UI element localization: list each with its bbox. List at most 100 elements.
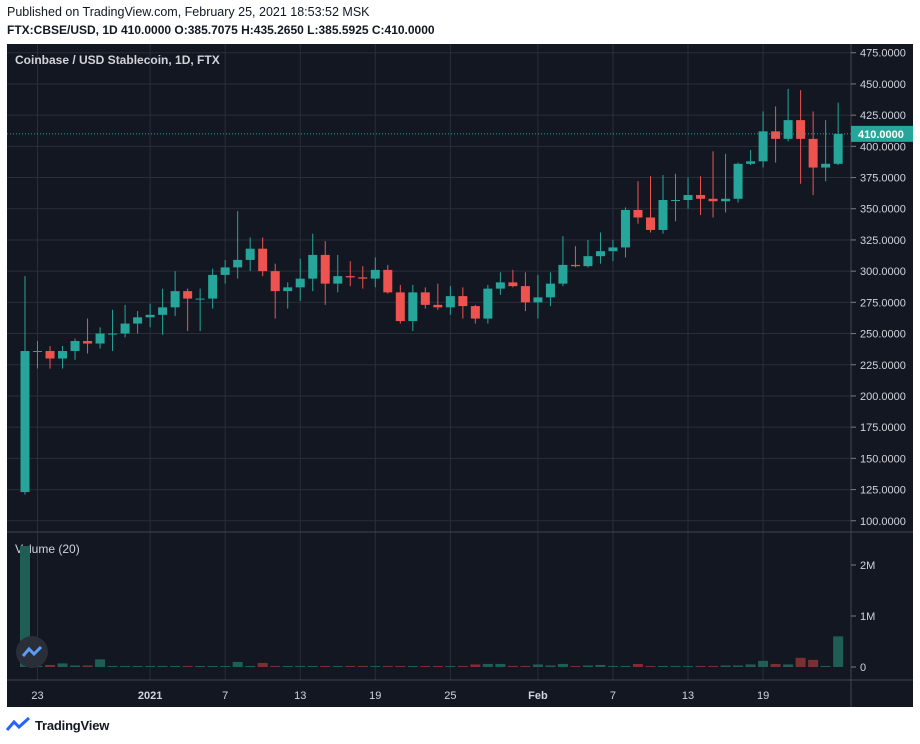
volume-tick-label: 0 [860,662,866,674]
volume-bar [70,665,81,667]
time-tick-label: 25 [444,690,456,702]
candle-body [170,291,180,308]
price-tick-label: 275.0000 [860,297,906,309]
ohlc-header: FTX:CBSE/USD, 1D 410.0000 O:385.7075 H:4… [7,23,435,37]
price-axis: 100.0000 125.0000 150.0000 175.0000 200.0000… [851,48,906,528]
candle-body [295,278,305,288]
last-price-line: 410.0000 [7,125,913,142]
time-tick-label: Feb [528,690,548,702]
candle-body [570,264,580,267]
candle-body [370,269,380,279]
volume-bar [295,666,306,667]
price-tick-label: 350.0000 [860,204,906,216]
volume-bar [582,665,593,667]
last-price-badge [851,125,913,142]
price-tick-label: 175.0000 [860,422,906,434]
candle-body [821,163,831,168]
candle-body [696,195,706,199]
price-tick-label: 375.0000 [860,173,906,185]
candle-body [783,120,793,139]
volume-bar [320,666,331,667]
volume-bar [507,665,518,667]
volume-bar [795,657,806,667]
volume-bar [632,663,643,667]
volume-bar [432,666,443,667]
price-tick-label: 400.0000 [860,141,906,153]
volume-bar [683,665,694,667]
candle-body [658,200,668,230]
volume-bar [20,546,30,667]
time-tick-label: 19 [757,690,769,702]
volume-bar [120,666,131,667]
volume-bar [833,636,844,667]
time-tick-label: 13 [682,690,694,702]
time-tick-label: 19 [369,690,381,702]
price-tick-label: 200.0000 [860,391,906,403]
volume-bar [195,666,206,667]
price-tick-label: 225.0000 [860,360,906,372]
price-tick-label: 150.0000 [860,453,906,465]
volume-bar [45,664,56,667]
volume-bar [820,665,831,667]
candle-body [220,267,230,275]
volume-bar [482,663,493,667]
volume-bar [420,666,431,667]
candle-body [83,341,93,344]
time-tick-label: 7 [610,690,616,702]
volume-bar [107,666,118,667]
candle-body [108,333,118,335]
candle-body [120,323,130,334]
price-tick-label: 450.0000 [860,79,906,91]
price-tick-label: 300.0000 [860,266,906,278]
volume-bar [307,666,318,667]
chart-grid [7,44,913,707]
candle-body [183,291,193,299]
candle-body [683,195,693,201]
volume-tick-label: 2M [860,560,875,572]
candle-body [746,161,756,164]
volume-bar [95,659,106,667]
volume-bar [345,666,356,667]
volume-tick-label: 1M [860,611,875,623]
tradingview-logo[interactable]: TradingView [6,716,109,734]
candle-body [733,163,743,199]
candle-body [833,133,843,164]
volume-bar [282,666,293,667]
volume-bar [733,665,744,667]
candle-body [808,138,818,168]
candle-body [721,198,731,202]
price-tick-label: 425.0000 [860,110,906,122]
price-tick-label: 475.0000 [860,48,906,60]
candle-body [395,292,405,322]
volume-bar [470,664,481,667]
volume-bar [170,665,181,667]
volume-bar [770,663,781,667]
volume-bar [182,666,193,667]
volume-bar [595,664,606,667]
candle-body [508,282,518,287]
volume-bar [357,666,368,667]
volume-axis: 0 1M 2M [851,560,875,674]
price-tick-label: 250.0000 [860,329,906,341]
candle-body [245,248,255,260]
time-tick-label: 2021 [138,690,162,702]
volume-bar [495,663,506,667]
volume-bar [157,666,168,667]
candle-body [45,351,55,359]
time-tick-label: 13 [294,690,306,702]
volume-bar [783,664,794,667]
candle-body [470,306,480,319]
volume-bar [545,665,556,667]
candle-body [270,271,280,292]
candle-body [671,200,681,202]
volume-bar [257,662,268,667]
price-tick-label: 100.0000 [860,516,906,528]
volume-bar [270,666,281,667]
candle-body [646,217,655,230]
candle-body [595,251,605,257]
candle-body [345,276,355,278]
published-header: Published on TradingView.com, February 2… [7,5,370,19]
volume-bar [132,666,143,667]
candle-body [483,288,493,319]
